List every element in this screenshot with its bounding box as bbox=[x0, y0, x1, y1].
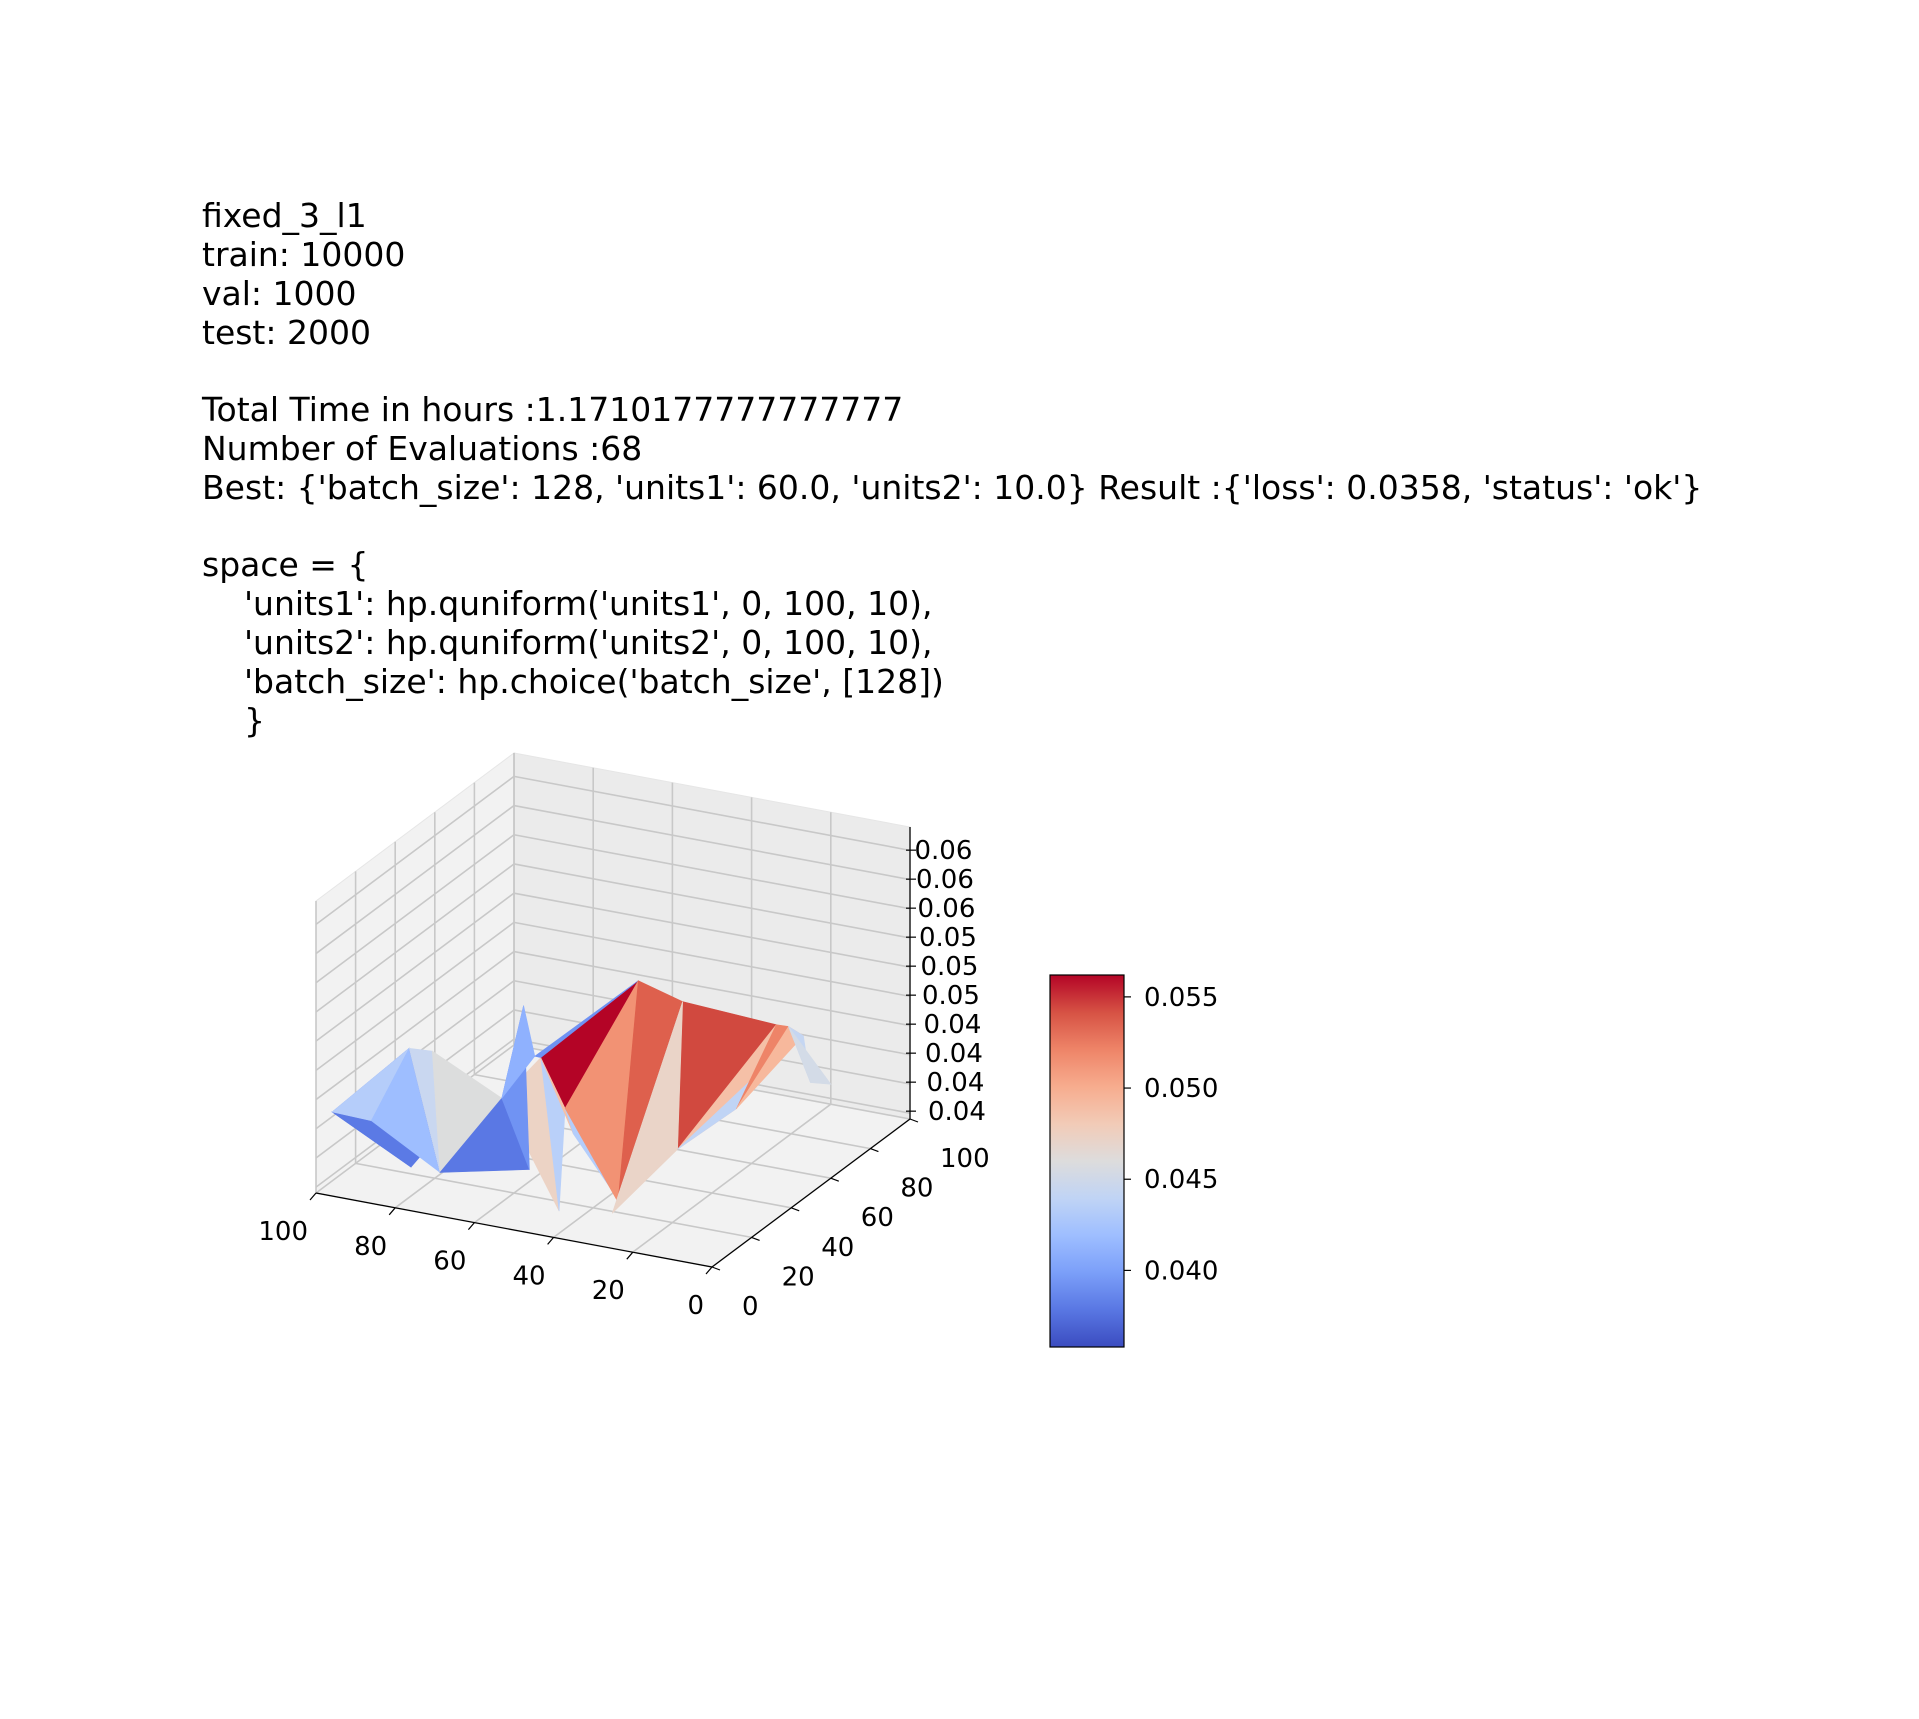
x-tick-mark bbox=[547, 1237, 555, 1245]
grid-line bbox=[513, 775, 911, 852]
grid-line bbox=[513, 863, 911, 939]
space-line-0: space = { bbox=[202, 545, 369, 584]
axis-lines bbox=[315, 827, 911, 1268]
grid-line bbox=[513, 892, 911, 968]
colorbar-tick-label: 0.055 bbox=[1144, 983, 1218, 1013]
total-time: Total Time in hours :1.1710177777777777 bbox=[202, 390, 904, 429]
x-tick-label: 100 bbox=[258, 1217, 308, 1247]
z-tick-label: 0.05 bbox=[919, 923, 977, 953]
x-tick-mark bbox=[467, 1222, 475, 1230]
x-tick-mark bbox=[705, 1266, 713, 1275]
space-line-2: 'units2': hp.quniform('units2', 0, 100, … bbox=[202, 623, 933, 662]
y-tick-mark bbox=[751, 1236, 760, 1241]
z-tick-label: 0.05 bbox=[922, 981, 980, 1011]
z-tick-label: 0.06 bbox=[915, 836, 973, 866]
y-tick-label: 60 bbox=[861, 1203, 894, 1233]
z-tick-label: 0.06 bbox=[916, 865, 974, 895]
grid-line bbox=[513, 804, 911, 881]
y-tick-label: 40 bbox=[821, 1233, 854, 1263]
surface-facet bbox=[534, 980, 639, 1058]
grid-line bbox=[632, 1103, 832, 1253]
y-tick-mark bbox=[830, 1177, 840, 1182]
space-line-3: 'batch_size': hp.choice('batch_size', [1… bbox=[202, 662, 944, 701]
x-tick-label: 20 bbox=[592, 1276, 625, 1306]
z-tick-label: 0.04 bbox=[925, 1039, 983, 1069]
colorbar-tick-label: 0.050 bbox=[1144, 1074, 1218, 1104]
test-count: test: 2000 bbox=[202, 313, 371, 352]
axis-ticks: 100 80 60 40 20 0 0204060801000.040.040.040.04… bbox=[258, 836, 989, 1322]
run-title: fixed_3_l1 bbox=[202, 196, 367, 235]
y-tick-mark bbox=[870, 1148, 879, 1153]
best-result: Best: {'batch_size': 128, 'units1': 60.0… bbox=[202, 468, 1703, 507]
grid-line bbox=[315, 804, 515, 955]
colorbar-bar bbox=[1049, 974, 1125, 1348]
x-axis-line bbox=[315, 1192, 713, 1268]
x-tick-label: 60 bbox=[433, 1247, 466, 1277]
y-tick-mark bbox=[909, 1118, 919, 1123]
evaluation-count: Number of Evaluations :68 bbox=[202, 429, 643, 468]
colorbar-tick-label: 0.040 bbox=[1144, 1256, 1218, 1286]
y-tick-mark bbox=[711, 1266, 721, 1271]
grid-line bbox=[513, 921, 911, 998]
z-tick-label: 0.06 bbox=[918, 894, 976, 924]
y-tick-label: 0 bbox=[742, 1292, 759, 1322]
y-tick-mark bbox=[790, 1207, 800, 1212]
grid-line bbox=[315, 950, 515, 1101]
surface-facet bbox=[501, 1005, 536, 1099]
x-tick-mark bbox=[388, 1207, 396, 1216]
z-tick-label: 0.04 bbox=[928, 1097, 986, 1127]
x-tick-label: 80 bbox=[354, 1232, 387, 1262]
y-axis-line bbox=[711, 1118, 911, 1268]
x-tick-label: 40 bbox=[513, 1261, 546, 1291]
z-tick-label: 0.04 bbox=[927, 1068, 985, 1098]
y-tick-label: 20 bbox=[782, 1262, 815, 1292]
grid-line bbox=[315, 775, 515, 926]
z-tick-label: 0.04 bbox=[924, 1010, 982, 1040]
grid-line bbox=[513, 950, 911, 1027]
space-line-1: 'units1': hp.quniform('units1', 0, 100, … bbox=[202, 584, 933, 623]
x-tick-mark bbox=[626, 1251, 634, 1260]
surface-facet bbox=[612, 1001, 683, 1214]
grid-line bbox=[315, 834, 515, 984]
train-count: train: 10000 bbox=[202, 235, 406, 274]
x-tick-mark bbox=[309, 1192, 317, 1201]
grid-line bbox=[315, 863, 515, 1013]
grid-line bbox=[315, 892, 515, 1042]
colorbar: 0.040 0.045 0.050 0.055 bbox=[1049, 974, 1218, 1348]
grid-line bbox=[315, 921, 515, 1072]
run-info: fixed_3_l1 train: 10000 val: 1000 test: … bbox=[202, 196, 1702, 740]
colorbar-tick-label: 0.045 bbox=[1144, 1165, 1218, 1195]
y-tick-label: 80 bbox=[900, 1174, 933, 1204]
surface-facet bbox=[788, 1026, 832, 1085]
surface bbox=[331, 980, 832, 1214]
space-line-4: } bbox=[202, 701, 265, 740]
x-tick-label: 0 bbox=[687, 1291, 704, 1321]
val-count: val: 1000 bbox=[202, 274, 357, 313]
z-tick-label: 0.05 bbox=[921, 952, 979, 982]
grid-line bbox=[513, 833, 911, 910]
y-tick-label: 100 bbox=[940, 1144, 990, 1174]
